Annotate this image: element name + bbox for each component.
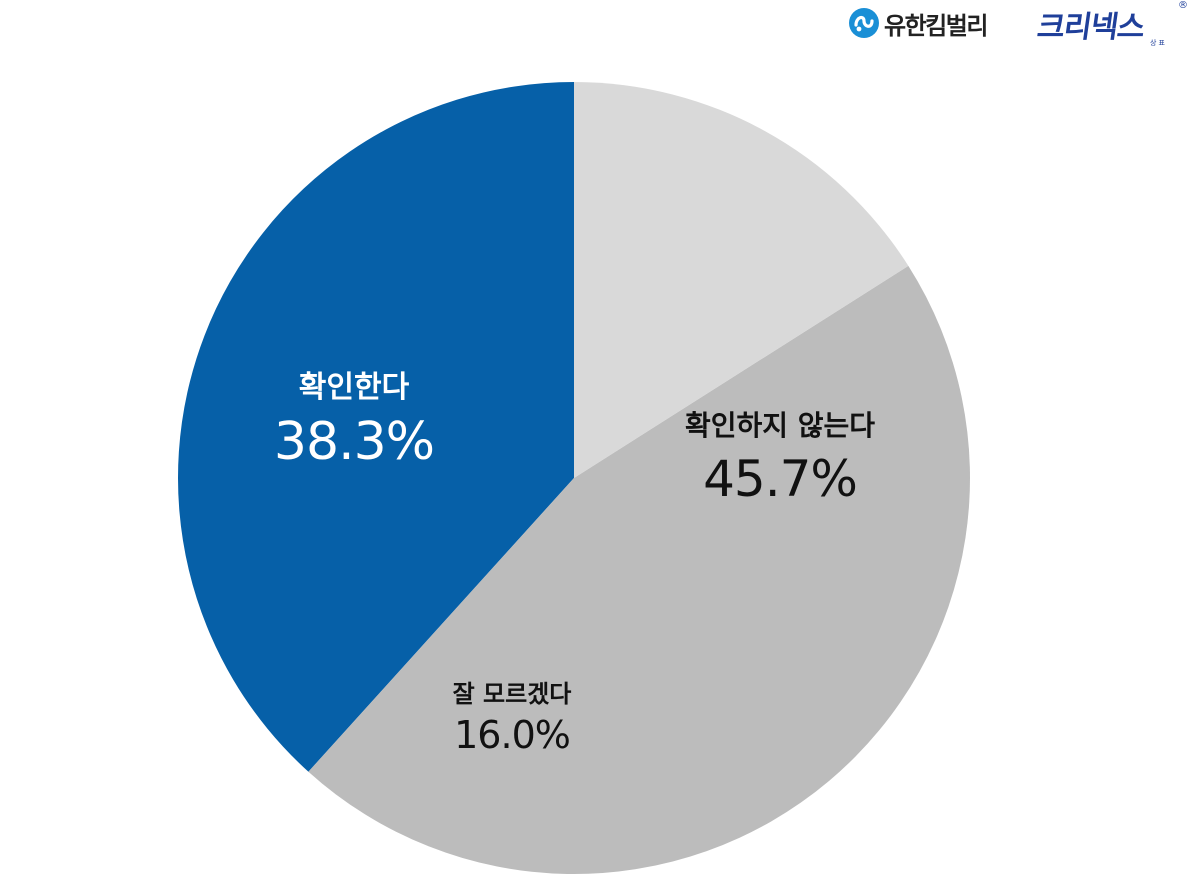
registered-mark: ® — [1178, 0, 1188, 11]
pie-slice-not-confirm — [308, 265, 971, 875]
yuhan-logo-icon — [849, 8, 879, 38]
yuhan-kimberly-logo: 유한킴벌리 — [848, 6, 988, 40]
pie-slice-confirm — [178, 82, 574, 772]
kleenex-logo: 크리넥스 ® 상표 — [1035, 0, 1188, 52]
trademark-text: 상표 — [1150, 39, 1167, 47]
slice-value: 45.7% — [703, 450, 858, 508]
slice-category: 잘 모르겠다 — [452, 680, 572, 708]
slice-label-not-sure: 잘 모르겠다 16.0% — [453, 674, 572, 757]
slice-value: 38.3% — [273, 412, 435, 472]
slice-category: 확인하지 않는다 — [684, 409, 876, 442]
pie-slices — [178, 82, 971, 875]
slice-category: 확인한다 — [298, 370, 410, 405]
slice-label-not-confirm: 확인하지 않는다 45.7% — [685, 404, 875, 508]
slice-label-confirm: 확인한다 38.3% — [273, 362, 435, 472]
slice-value: 16.0% — [454, 713, 571, 757]
pie-slice-not-sure — [574, 82, 909, 478]
yuhan-logo-text: 유한킴벌리 — [884, 11, 988, 40]
kleenex-logo-text: 크리넥스 — [1035, 10, 1147, 45]
